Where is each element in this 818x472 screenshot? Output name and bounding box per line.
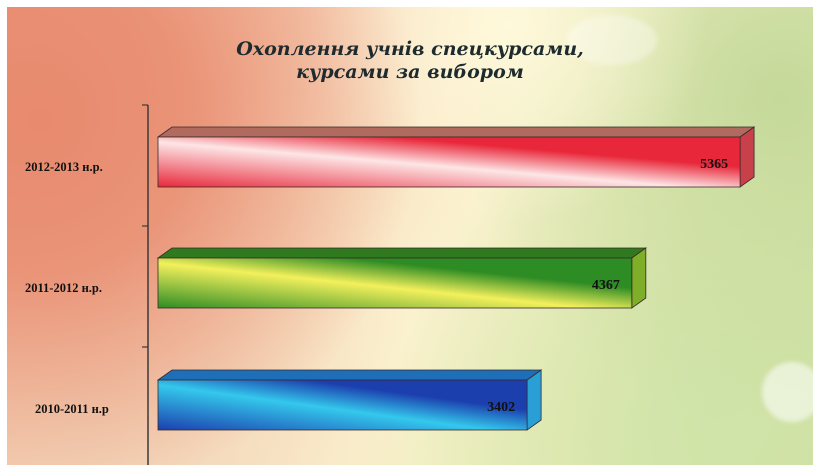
chart-title-line-1: Охоплення учнів спецкурсами,	[236, 38, 584, 60]
bar-side-face	[739, 126, 755, 188]
category-label: 2012-2013 н.р.	[25, 160, 103, 174]
bar-top-face	[156, 369, 543, 381]
bar-side-face	[631, 247, 647, 309]
chart-slide: Охоплення учнів спецкурсами, курсами за …	[7, 7, 813, 465]
bar-value-label: 3402	[487, 400, 515, 415]
bar-side-face	[526, 369, 542, 431]
category-label: 2011-2012 н.р.	[25, 281, 103, 295]
bar-chart-plot: 5365 4367 3402	[142, 104, 756, 465]
bar-value-label: 5365	[700, 157, 728, 172]
bar	[157, 379, 528, 431]
bar	[157, 257, 633, 309]
bar-value-label: 4367	[592, 278, 620, 293]
bar	[157, 136, 741, 188]
bar-top-face	[156, 247, 648, 259]
category-label: 2010-2011 н.р	[35, 402, 109, 416]
decor-bokeh	[567, 15, 657, 65]
bar-top-face	[156, 126, 756, 138]
decor-bokeh	[762, 362, 813, 422]
chart-title-line-2: курсами за вибором	[296, 61, 524, 83]
